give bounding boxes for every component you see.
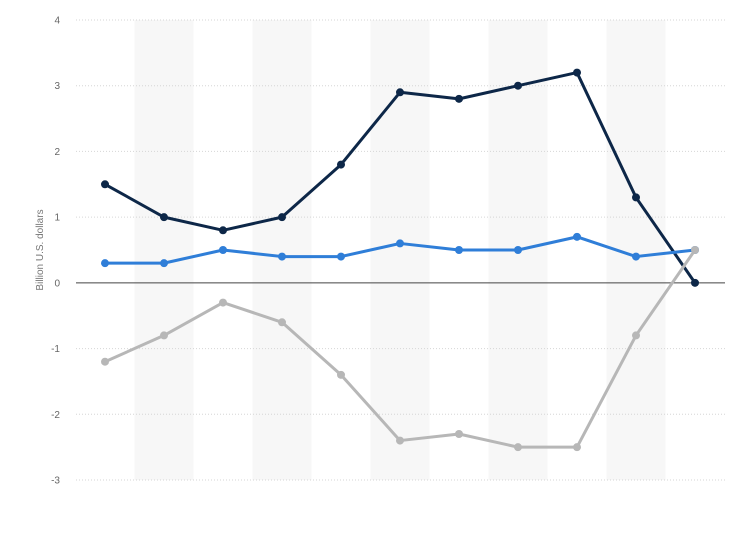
y-axis-title: Billion U.S. dollars	[35, 209, 46, 290]
data-point	[219, 246, 227, 254]
data-point	[278, 318, 286, 327]
data-point	[160, 259, 168, 268]
plot-band	[134, 20, 194, 480]
y-tick-label: 0	[54, 278, 60, 289]
plot-band	[370, 20, 430, 480]
y-tick-label: 4	[54, 16, 60, 27]
data-point	[514, 246, 522, 254]
series-1	[101, 68, 699, 287]
y-tick-label: -2	[51, 410, 60, 421]
data-point	[632, 331, 640, 340]
data-point	[101, 357, 109, 366]
gridline-layer	[76, 19, 725, 481]
data-point	[219, 226, 227, 235]
data-point	[691, 246, 699, 254]
data-point	[691, 278, 699, 287]
series-layer	[101, 68, 699, 452]
data-point	[278, 213, 286, 222]
data-point	[160, 331, 168, 340]
data-point	[396, 239, 404, 248]
y-tick-label: 2	[54, 147, 60, 158]
data-point	[573, 443, 581, 452]
y-tick-label-layer: -3 -2 -1 0 1 2 3 4	[51, 16, 60, 487]
data-point	[514, 81, 522, 90]
data-point	[337, 370, 345, 379]
data-point	[396, 436, 404, 445]
plot-band	[252, 20, 312, 480]
y-tick-label: 1	[54, 213, 60, 224]
data-point	[632, 193, 640, 202]
data-point	[396, 88, 404, 97]
data-point	[455, 94, 463, 103]
data-point	[160, 213, 168, 222]
data-point	[573, 232, 581, 241]
data-point	[101, 180, 109, 189]
data-point	[455, 246, 463, 254]
data-point	[337, 252, 345, 261]
data-point	[219, 298, 227, 307]
series-3	[101, 246, 699, 452]
data-point	[573, 68, 581, 77]
data-point	[455, 430, 463, 438]
y-tick-label: 3	[54, 81, 60, 92]
data-point	[337, 160, 345, 169]
data-point	[632, 252, 640, 261]
y-tick-label: -3	[51, 476, 60, 487]
data-point	[278, 252, 286, 261]
y-tick-label: -1	[51, 344, 60, 355]
data-point	[101, 259, 109, 268]
data-point	[514, 443, 522, 452]
